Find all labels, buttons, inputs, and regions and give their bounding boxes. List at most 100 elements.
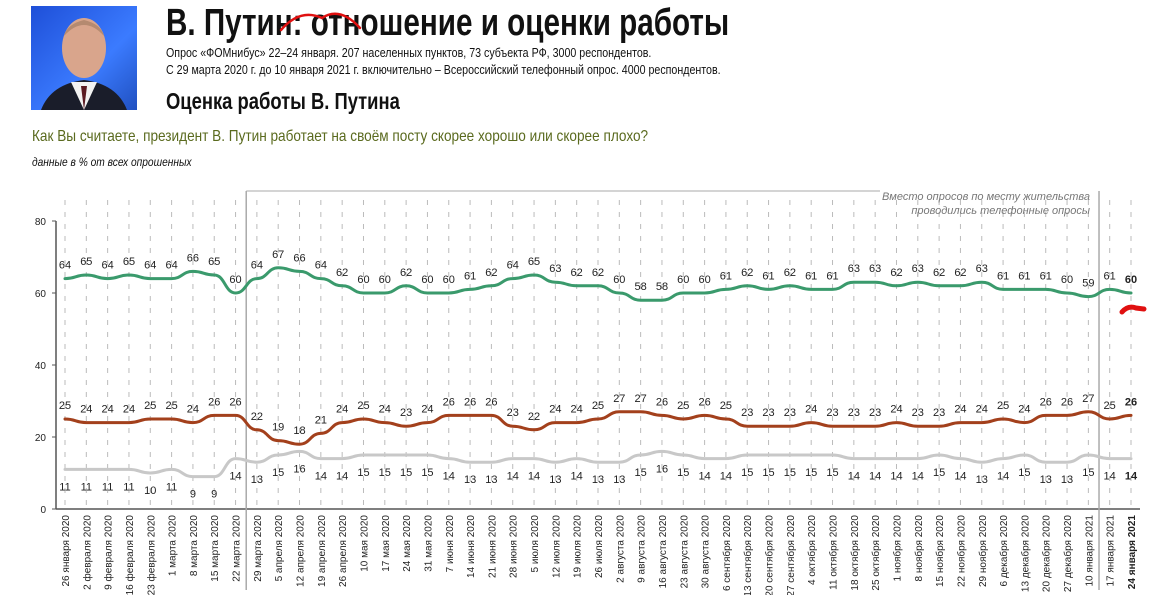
- bad-series-data-label: 18: [293, 425, 305, 437]
- x-tick-label: 31 мая 2020: [423, 515, 434, 572]
- good-series-data-label: 62: [336, 267, 348, 279]
- good-series-line: [63, 266, 1133, 302]
- x-tick-label: 1 марта 2020: [168, 515, 179, 577]
- y-tick-label: 0: [40, 505, 46, 516]
- x-tick-label: 22 ноября 2020: [955, 515, 967, 587]
- undecided-series-data-label: 11: [102, 481, 113, 493]
- good-series-data-label: 61: [826, 270, 838, 282]
- undecided-series-data-label: 14: [1125, 471, 1138, 483]
- undecided-series-data-label: 14: [848, 471, 860, 483]
- bad-series-data-label: 24: [954, 404, 966, 416]
- undecided-series-data-label: 14: [954, 471, 966, 483]
- bad-series-data-label: 24: [805, 404, 817, 416]
- x-tick-label: 26 апреля 2020: [338, 515, 349, 587]
- annotation-line-2: проводились телефонные опросы: [911, 205, 1090, 217]
- undecided-series-line: [63, 449, 1133, 479]
- undecided-series-data-label: 14: [997, 471, 1009, 483]
- undecided-series-data-label: 14: [698, 471, 710, 483]
- y-tick-label: 80: [35, 217, 47, 228]
- x-tick-label: 23 февраля 2020: [145, 515, 157, 595]
- undecided-series-data-label: 16: [656, 463, 668, 475]
- x-tick-label: 14 июня 2020: [466, 515, 477, 578]
- x-tick-label: 27 сентября 2020: [785, 515, 797, 595]
- section-title: Оценка работы В. Путина: [166, 88, 400, 114]
- x-tick-label: 22 марта 2020: [232, 515, 243, 582]
- bad-series-data-label: 24: [890, 404, 902, 416]
- undecided-series-data-label: 11: [166, 481, 177, 493]
- undecided-series-data-label: 14: [229, 471, 241, 483]
- bad-series-data-label: 25: [144, 400, 156, 412]
- x-tick-label: 15 ноября 2020: [934, 515, 946, 587]
- undecided-series-data-label: 11: [59, 481, 70, 493]
- x-tick-label: 19 апреля 2020: [317, 515, 328, 587]
- x-tick-label: 6 декабря 2020: [998, 515, 1010, 587]
- undecided-series-data-label: 13: [592, 474, 604, 486]
- undecided-series-data-label: 14: [890, 471, 902, 483]
- good-series-data-label: 64: [251, 260, 263, 272]
- units-note: данные в % от всех опрошенных: [32, 155, 192, 169]
- bad-series-data-label: 25: [59, 400, 71, 412]
- undecided-series-data-label: 15: [421, 467, 433, 479]
- bad-series-data-label: 23: [507, 407, 519, 419]
- good-series-data-label: 60: [379, 274, 391, 286]
- bad-series-data-label: 25: [357, 400, 369, 412]
- undecided-series-data-label: 10: [144, 485, 156, 497]
- good-series-data-label: 61: [762, 270, 774, 282]
- undecided-series-data-label: 15: [826, 467, 838, 479]
- good-series-data-label: 60: [421, 274, 433, 286]
- red-marker-stroke: [1119, 304, 1147, 315]
- bad-series-data-label: 26: [656, 396, 668, 408]
- bad-series-data-label: 24: [123, 404, 135, 416]
- undecided-series-data-label: 14: [720, 471, 732, 483]
- survey-info-2: С 29 марта 2020 г. до 10 января 2021 г. …: [166, 62, 721, 77]
- good-series-data-label: 59: [1082, 278, 1094, 290]
- undecided-series-data-label: 14: [571, 471, 583, 483]
- undecided-series-data-label: 15: [357, 467, 369, 479]
- good-series-data-label: 64: [59, 260, 71, 272]
- bad-series-data-label: 26: [1061, 396, 1073, 408]
- good-series-data-label: 60: [443, 274, 455, 286]
- good-series-data-label: 64: [315, 260, 327, 272]
- good-series-data-label: 61: [1018, 270, 1030, 282]
- good-series-data-label: 60: [1061, 274, 1073, 286]
- good-series-data-label: 60: [698, 274, 710, 286]
- bad-series-data-label: 26: [485, 396, 497, 408]
- bad-series-data-label: 27: [1082, 393, 1094, 405]
- good-series-data-label: 61: [997, 270, 1009, 282]
- good-series-data-label: 60: [1125, 274, 1137, 286]
- undecided-series-data-label: 11: [123, 481, 134, 493]
- good-series-data-label: 61: [805, 270, 817, 282]
- annotation-line-1: Вместо опросов по месту жительства: [882, 191, 1090, 203]
- survey-info-1: Опрос «ФОМнибус» 22–24 января. 207 насел…: [166, 45, 652, 60]
- undecided-series-data-label: 14: [912, 471, 924, 483]
- undecided-series-data-label: 15: [1082, 467, 1094, 479]
- undecided-series-data-label: 13: [464, 474, 476, 486]
- bad-series-data-label: 24: [187, 404, 199, 416]
- bad-series-data-label: 24: [549, 404, 561, 416]
- undecided-series-data-label: 15: [762, 467, 774, 479]
- undecided-series-data-label: 9: [211, 489, 217, 501]
- bad-series-data-label: 26: [208, 396, 220, 408]
- x-tick-label: 6 сентября 2020: [721, 515, 733, 591]
- good-series-data-label: 63: [912, 263, 924, 275]
- undecided-series-data-label: 14: [528, 471, 540, 483]
- good-series-data-label: 64: [165, 260, 177, 272]
- undecided-series-data-label: 14: [1104, 471, 1116, 483]
- good-series-data-label: 60: [357, 274, 369, 286]
- x-tick-label: 26 июля 2020: [594, 515, 605, 578]
- bad-series-data-label: 22: [528, 411, 540, 423]
- bad-series-data-label: 24: [976, 404, 988, 416]
- x-tick-label: 5 июля 2020: [530, 515, 541, 573]
- bad-series-data-label: 24: [1018, 404, 1030, 416]
- bad-series-data-label: 23: [848, 407, 860, 419]
- bad-series-data-label: 19: [272, 422, 284, 434]
- x-tick-label: 19 июля 2020: [573, 515, 584, 578]
- bad-series-data-label: 24: [421, 404, 433, 416]
- undecided-series-data-label: 14: [869, 471, 881, 483]
- x-tick-label: 4 октября 2020: [806, 515, 818, 585]
- good-series-data-label: 60: [613, 274, 625, 286]
- good-series-data-label: 64: [144, 260, 156, 272]
- good-series-data-label: 62: [784, 267, 796, 279]
- x-tick-label: 2 февраля 2020: [81, 515, 93, 590]
- portrait-photo: [31, 6, 137, 110]
